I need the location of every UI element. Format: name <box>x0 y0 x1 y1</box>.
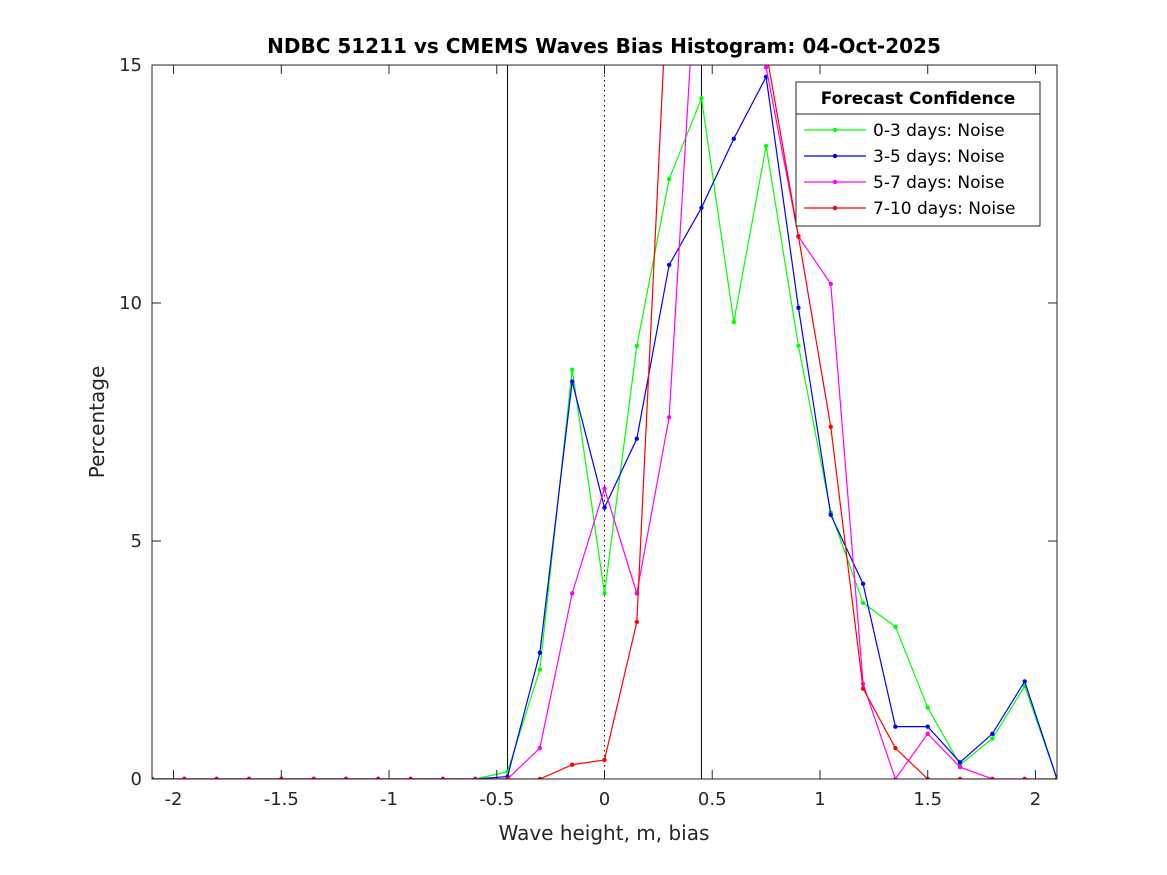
legend-entry-4: 7-10 days: Noise <box>804 199 1015 219</box>
data-point <box>796 305 801 310</box>
series-4 <box>152 65 1057 779</box>
legend-swatch-marker <box>832 179 838 185</box>
data-point <box>602 486 607 491</box>
legend-entry-1: 0-3 days: Noise <box>804 121 1005 141</box>
data-point <box>473 776 478 779</box>
legend-title: Forecast Confidence <box>821 89 1016 109</box>
data-point <box>505 776 510 779</box>
data-point <box>440 776 446 779</box>
data-point <box>634 436 640 441</box>
data-point <box>537 745 543 751</box>
data-point <box>569 379 575 384</box>
data-point <box>152 776 155 779</box>
legend-label: 0-3 days: Noise <box>873 121 1005 141</box>
data-point <box>569 762 575 767</box>
y-tick-label: 10 <box>119 293 142 314</box>
data-point <box>246 776 252 779</box>
data-point <box>666 262 672 268</box>
data-point <box>957 760 963 765</box>
data-point <box>699 205 704 210</box>
data-point <box>828 424 833 429</box>
data-point <box>731 136 736 141</box>
data-point <box>666 415 672 420</box>
data-point <box>957 776 963 779</box>
data-point <box>537 650 543 656</box>
data-point <box>796 234 801 239</box>
data-point <box>666 177 672 182</box>
data-point <box>860 600 866 606</box>
data-point <box>602 505 607 510</box>
data-point <box>569 367 575 372</box>
data-point <box>893 724 898 729</box>
data-point <box>893 776 898 779</box>
data-point <box>376 776 381 779</box>
data-point <box>1022 679 1027 684</box>
data-point <box>1022 776 1027 779</box>
y-axis-label: Percentage <box>85 366 109 479</box>
data-point <box>925 731 930 736</box>
data-point <box>214 776 219 779</box>
data-point <box>990 736 995 741</box>
x-tick-label: -1.5 <box>264 789 299 810</box>
legend-swatch-marker <box>832 153 838 159</box>
data-point <box>763 65 769 70</box>
data-point <box>537 667 543 672</box>
data-point <box>990 776 995 779</box>
data-point <box>860 686 866 691</box>
data-point <box>634 619 640 625</box>
data-point <box>537 776 543 779</box>
data-point <box>925 724 930 729</box>
data-point <box>731 319 736 325</box>
x-tick-label: 0.5 <box>698 789 727 810</box>
data-point <box>634 343 640 349</box>
x-tick-label: 2 <box>1030 789 1041 810</box>
legend-label: 5-7 days: Noise <box>873 173 1005 193</box>
x-axis-label: Wave height, m, bias <box>499 821 710 845</box>
data-point <box>602 757 607 763</box>
series-layer <box>152 65 1057 779</box>
legend-swatch-marker <box>832 127 838 133</box>
data-point <box>182 776 187 779</box>
data-point <box>763 143 769 149</box>
legend-entry-2: 3-5 days: Noise <box>804 147 1005 167</box>
y-tick-label: 15 <box>119 55 142 76</box>
x-tick-label: 0 <box>599 789 610 810</box>
legend-label: 3-5 days: Noise <box>873 147 1005 167</box>
axis-ticks: -2 -1.5 -1 -0.5 0 0.5 1 1.5 2 0 5 10 15 <box>119 55 1057 810</box>
data-point <box>990 731 995 736</box>
data-point <box>796 343 801 349</box>
data-point <box>828 281 833 287</box>
data-point <box>925 705 930 710</box>
data-point <box>569 591 575 596</box>
x-tick-label: -2 <box>165 789 183 810</box>
y-tick-label: 0 <box>131 769 142 790</box>
chart-title: NDBC 51211 vs CMEMS Waves Bias Histogram… <box>267 34 941 58</box>
data-point <box>311 776 316 779</box>
legend: Forecast Confidence 0-3 days: Noise 3-5 d… <box>795 81 1041 227</box>
data-point <box>699 96 704 101</box>
x-tick-label: -1 <box>380 789 398 810</box>
data-point <box>957 764 963 770</box>
legend-entry-3: 5-7 days: Noise <box>804 173 1005 193</box>
x-tick-label: 1 <box>814 789 825 810</box>
reference-lines <box>507 65 702 779</box>
data-point <box>1054 776 1057 779</box>
data-point <box>893 745 898 751</box>
y-tick-label: 5 <box>131 531 142 552</box>
legend-swatch-marker <box>832 205 838 211</box>
legend-title-box <box>795 81 1041 115</box>
data-point <box>343 776 349 779</box>
x-tick-label: -0.5 <box>479 789 514 810</box>
data-point <box>893 624 898 629</box>
legend-label: 7-10 days: Noise <box>873 199 1015 219</box>
data-point <box>408 776 413 779</box>
data-point <box>602 591 607 596</box>
x-tick-label: 1.5 <box>913 789 942 810</box>
data-point <box>828 512 833 518</box>
data-point <box>860 581 866 587</box>
